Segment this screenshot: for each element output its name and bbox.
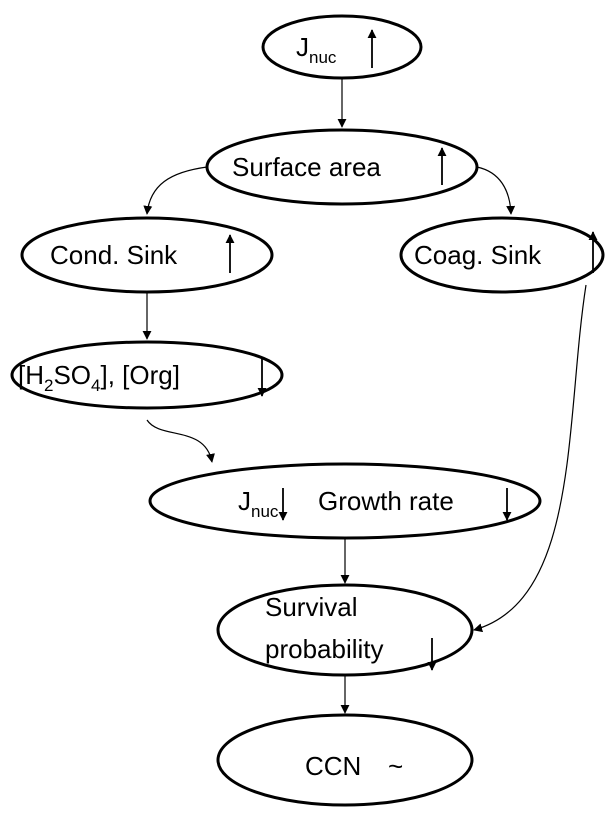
label-text: Growth rate (318, 486, 454, 516)
label-text: Survival (265, 592, 357, 622)
node-label: ~ (388, 751, 403, 781)
trend-arrows (225, 29, 598, 671)
node-label: CCN (305, 751, 361, 781)
node-label: Jnuc (296, 32, 337, 67)
label-text: probability (265, 634, 384, 664)
node-label: [H2SO4], [Org] (18, 360, 180, 395)
node-label: Cond. Sink (50, 240, 178, 270)
label-text: SO (53, 360, 91, 390)
node (20, 216, 274, 294)
subscript: nuc (309, 48, 337, 67)
arrow (146, 419, 215, 463)
label-text: Surface area (232, 152, 381, 182)
node (10, 340, 284, 410)
node-label: probability (265, 634, 384, 664)
node (216, 713, 474, 807)
subscript: 4 (91, 376, 100, 395)
node-label: Surface area (232, 152, 381, 182)
label-text: ~ (388, 751, 403, 781)
label-text: J (296, 32, 309, 62)
label-text: J (238, 486, 251, 516)
label-text: ], [Org] (101, 360, 180, 390)
arrow (473, 284, 587, 633)
label-text: Coag. Sink (414, 240, 542, 270)
node (399, 216, 605, 294)
label-text: [H (18, 360, 44, 390)
arrow (476, 166, 516, 215)
label-text: CCN (305, 751, 361, 781)
arrow (143, 166, 208, 215)
node (205, 128, 479, 206)
node (261, 14, 423, 80)
node-label: Survival (265, 592, 357, 622)
node (216, 583, 474, 677)
subscript: 2 (44, 376, 53, 395)
links (142, 78, 587, 714)
label-text: Cond. Sink (50, 240, 178, 270)
node-label: Jnuc (238, 486, 279, 521)
node-label: Coag. Sink (414, 240, 542, 270)
node (148, 462, 542, 540)
node-label: Growth rate (318, 486, 454, 516)
subscript: nuc (251, 502, 279, 521)
